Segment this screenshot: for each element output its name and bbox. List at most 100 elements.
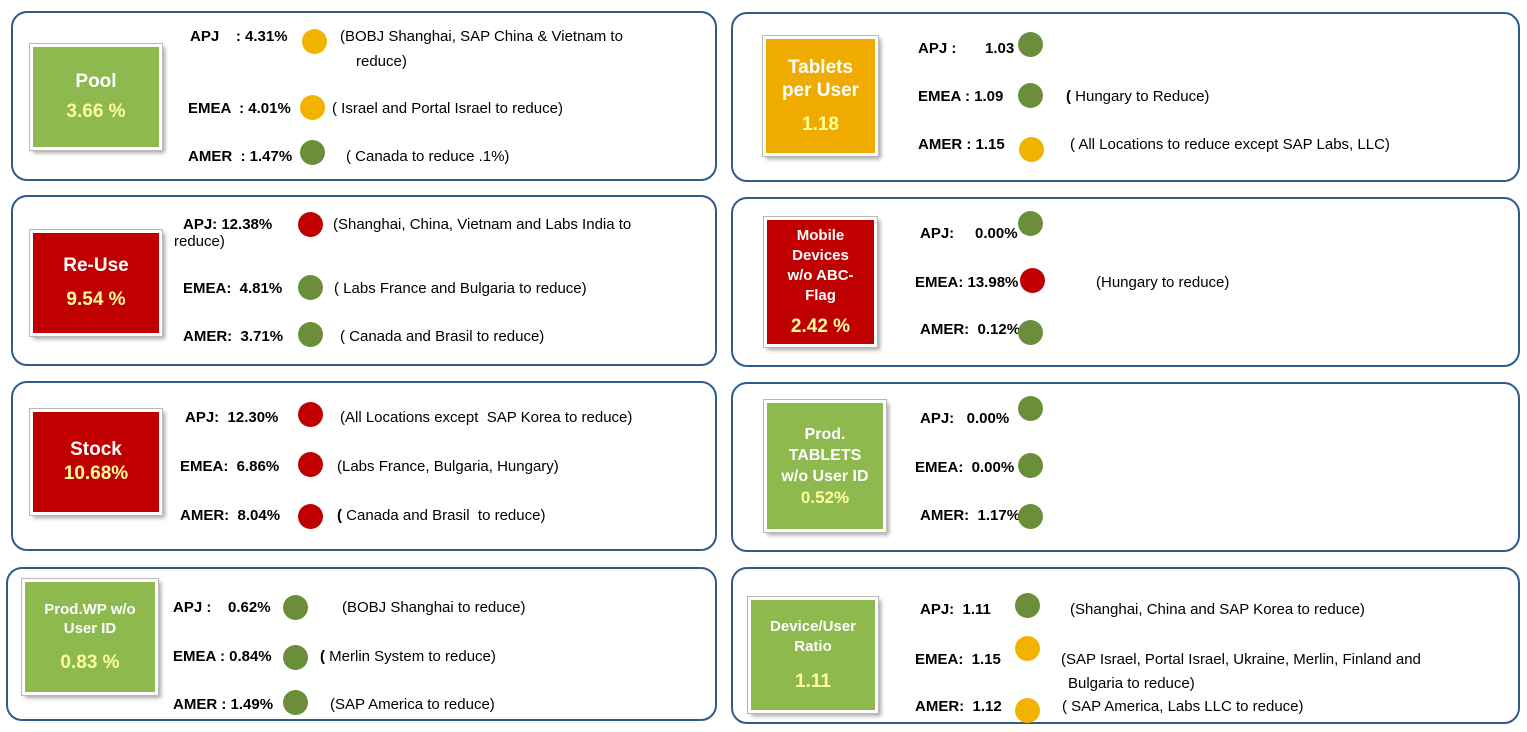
prod-wp-apj-status-dot — [283, 595, 308, 620]
prod-wp-value: 0.83 % — [60, 652, 120, 673]
prod-tablets-tile: Prod. TABLETS w/o User ID 0.52% — [763, 399, 887, 533]
device-user-apj-status-dot — [1015, 593, 1040, 618]
prod-tablets-title-line3: w/o User ID — [781, 468, 869, 485]
prod-wp-apj-note: (BOBJ Shanghai to reduce) — [342, 599, 526, 616]
tablets-emea-paren: ( — [1066, 88, 1071, 105]
reuse-apj-note: (Shanghai, China, Vietnam and Labs India… — [333, 216, 632, 233]
reuse-value: 9.54 % — [66, 289, 126, 310]
tablets-amer-label: AMER : 1.15 — [918, 136, 1005, 153]
device-user-emea-note-cont: Bulgaria to reduce) — [1068, 675, 1195, 692]
stock-apj-note: (All Locations except SAP Korea to reduc… — [340, 409, 633, 426]
reuse-amer-label: AMER: 3.71% — [183, 328, 284, 345]
stock-value: 10.68% — [63, 463, 129, 484]
stock-emea-status-dot — [298, 452, 323, 477]
device-user-amer-label: AMER: 1.12 — [915, 698, 1002, 715]
device-user-title-line2: Ratio — [794, 638, 832, 655]
reuse-panel — [11, 195, 717, 366]
prod-tablets-title-line2: TABLETS — [788, 447, 862, 464]
pool-apj-status-dot — [302, 29, 327, 54]
prod-wp-amer-status-dot — [283, 690, 308, 715]
prod-wp-emea-note: ( Merlin System to reduce) — [320, 648, 496, 666]
reuse-amer-note: ( Canada and Brasil to reduce) — [340, 328, 545, 345]
device-user-emea-status-dot — [1015, 636, 1040, 661]
tablets-emea-status-dot — [1018, 83, 1043, 108]
stock-amer-note: ( Canada and Brasil to reduce) — [337, 507, 545, 525]
tablets-value: 1.18 — [802, 114, 839, 135]
pool-apj-note: (BOBJ Shanghai, SAP China & Vietnam to — [340, 28, 623, 45]
reuse-emea-label: EMEA: 4.81% — [183, 280, 283, 297]
tablets-apj-label: APJ : — [918, 40, 957, 57]
reuse-amer-status-dot — [298, 322, 323, 347]
pool-emea-note: ( Israel and Portal Israel to reduce) — [332, 100, 563, 117]
mobile-emea-status-dot — [1020, 268, 1045, 293]
stock-title: Stock — [70, 439, 122, 460]
prod-tablets-amer-label: AMER: 1.17% — [920, 507, 1021, 524]
prod-wp-tile: Prod.WP w/o User ID 0.83 % — [21, 578, 159, 696]
pool-amer-note: ( Canada to reduce .1%) — [346, 148, 510, 165]
prod-tablets-emea-label: EMEA: 0.00% — [915, 459, 1015, 476]
device-user-value: 1.11 — [795, 671, 831, 692]
device-user-emea-label: EMEA: 1.15 — [915, 651, 1001, 668]
prod-tablets-amer-status-dot — [1018, 504, 1043, 529]
stock-apj-status-dot — [298, 402, 323, 427]
prod-tablets-value: 0.52% — [800, 488, 850, 507]
mobile-emea-label: EMEA: 13.98% — [915, 274, 1019, 291]
pool-amer-status-dot — [300, 140, 325, 165]
device-user-amer-note: ( SAP America, Labs LLC to reduce) — [1062, 698, 1304, 715]
stock-amer-paren: ( — [337, 507, 342, 524]
tablets-emea-label: EMEA : 1.09 — [918, 88, 1004, 105]
mobile-title-line1: Mobile — [796, 227, 845, 244]
pool-apj-note-cont: reduce) — [356, 53, 407, 70]
tablets-title-line1: Tablets — [787, 57, 854, 78]
prod-wp-amer-note: (SAP America to reduce) — [330, 696, 495, 713]
pool-amer-label: AMER : 1.47% — [188, 148, 293, 165]
mobile-amer-status-dot — [1018, 320, 1043, 345]
device-user-tile: Device/User Ratio 1.11 — [747, 596, 879, 714]
pool-tile: Pool 3.66 % — [29, 43, 163, 151]
mobile-title-line3: w/o ABC- — [787, 267, 854, 284]
device-user-apj-note: (Shanghai, China and SAP Korea to reduce… — [1070, 601, 1365, 618]
tablets-amer-status-dot — [1019, 137, 1044, 162]
pool-emea-status-dot — [300, 95, 325, 120]
mobile-amer-label: AMER: 0.12% — [920, 321, 1021, 338]
prod-wp-amer-label: AMER : 1.49% — [173, 696, 274, 713]
pool-emea-label: EMEA : 4.01% — [188, 100, 291, 117]
prod-wp-apj-label: APJ : 0.62% — [173, 599, 271, 616]
stock-tile: Stock 10.68% — [29, 408, 163, 516]
reuse-apj-status-dot — [298, 212, 323, 237]
reuse-emea-status-dot — [298, 275, 323, 300]
prod-tablets-emea-status-dot — [1018, 453, 1043, 478]
device-user-amer-status-dot — [1015, 698, 1040, 723]
mobile-apj-label: APJ: 0.00% — [920, 225, 1018, 242]
prod-tablets-apj-status-dot — [1018, 396, 1043, 421]
prod-wp-emea-note-text: Merlin System to reduce) — [325, 648, 496, 665]
mobile-apj-status-dot — [1018, 211, 1043, 236]
mobile-title-line4: Flag — [805, 287, 836, 304]
stock-emea-label: EMEA: 6.86% — [180, 458, 280, 475]
stock-apj-label: APJ: 12.30% — [185, 409, 279, 426]
mobile-emea-note: (Hungary to reduce) — [1096, 274, 1230, 291]
tablets-apj-value: 1.03 — [985, 40, 1015, 57]
mobile-tile: Mobile Devices w/o ABC- Flag 2.42 % — [763, 216, 878, 348]
prod-wp-title-line1: Prod.WP w/o — [44, 601, 136, 618]
prod-tablets-title-line1: Prod. — [804, 426, 846, 443]
pool-title: Pool — [75, 71, 117, 92]
reuse-tile: Re-Use 9.54 % — [29, 229, 163, 337]
stock-amer-label: AMER: 8.04% — [180, 507, 281, 524]
device-user-apj-label: APJ: 1.11 — [920, 601, 991, 618]
reuse-apj-label: APJ: 12.38% — [183, 216, 273, 233]
pool-apj-label: APJ : 4.31% — [190, 28, 288, 45]
pool-value: 3.66 % — [66, 101, 126, 122]
reuse-title: Re-Use — [63, 255, 129, 276]
reuse-emea-note: ( Labs France and Bulgaria to reduce) — [334, 280, 587, 297]
prod-wp-emea-status-dot — [283, 645, 308, 670]
tablets-amer-note: ( All Locations to reduce except SAP Lab… — [1070, 136, 1390, 153]
prod-wp-title-line2: User ID — [63, 620, 117, 637]
prod-tablets-apj-label: APJ: 0.00% — [920, 410, 1010, 427]
prod-wp-emea-label: EMEA : 0.84% — [173, 648, 272, 665]
tablets-title-line2: per User — [781, 80, 860, 101]
stock-amer-status-dot — [298, 504, 323, 529]
mobile-title-line2: Devices — [792, 247, 849, 264]
stock-emea-note: (Labs France, Bulgaria, Hungary) — [337, 458, 559, 475]
tablets-apj-status-dot — [1018, 32, 1043, 57]
